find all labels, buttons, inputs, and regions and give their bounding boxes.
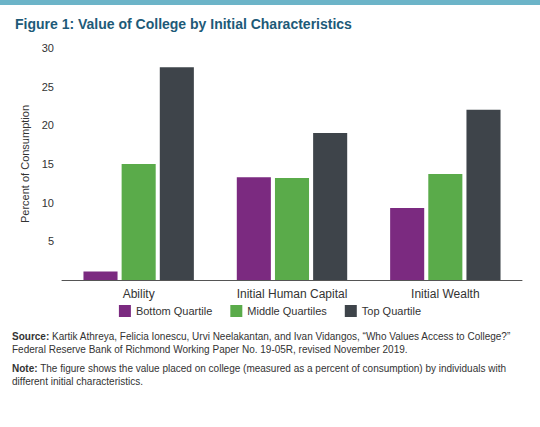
svg-text:Middle Quartiles: Middle Quartiles	[247, 305, 327, 317]
svg-text:Initial Human Capital: Initial Human Capital	[237, 287, 348, 301]
svg-text:Ability: Ability	[123, 287, 155, 301]
html-text:Note: The figure shows the val: Note: The figure shows the value placed …	[12, 363, 506, 387]
svg-text:10: 10	[42, 197, 54, 209]
svg-text:25: 25	[42, 81, 54, 93]
svg-text:15: 15	[42, 158, 54, 170]
svg-text:30: 30	[42, 42, 54, 54]
html-text:Source: Kartik Athreya, Felici: Source: Kartik Athreya, Felicia Ionescu,…	[12, 331, 511, 355]
svg-text:5: 5	[48, 235, 54, 247]
svg-text:Figure 1: Value of College by: Figure 1: Value of College by Initial Ch…	[15, 16, 352, 32]
svg-text:20: 20	[42, 119, 54, 131]
svg-text:Initial Wealth: Initial Wealth	[411, 287, 479, 301]
svg-text:Bottom Quartile: Bottom Quartile	[136, 305, 212, 317]
svg-text:Percent of Consumption: Percent of Consumption	[19, 105, 31, 223]
svg-text:Top Quartile: Top Quartile	[362, 305, 421, 317]
